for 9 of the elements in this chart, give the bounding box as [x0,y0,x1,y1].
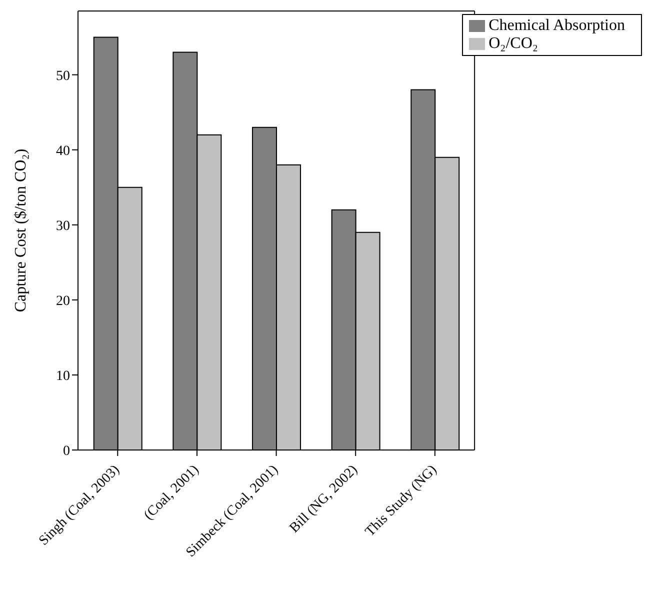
legend-label: O₂/CO₂ [488,35,538,52]
y-tick-label: 30 [56,218,70,234]
y-tick-label: 40 [56,144,70,159]
y-tick-label: 50 [56,68,70,84]
legend-label: Chemical Absorption [488,17,625,34]
y-tick-label: 10 [56,368,70,384]
y-tick-label: 20 [56,294,70,309]
y-axis-title: Capture Cost ($/ton CO₂) [12,148,30,312]
y-tick-label: 0 [63,444,70,459]
